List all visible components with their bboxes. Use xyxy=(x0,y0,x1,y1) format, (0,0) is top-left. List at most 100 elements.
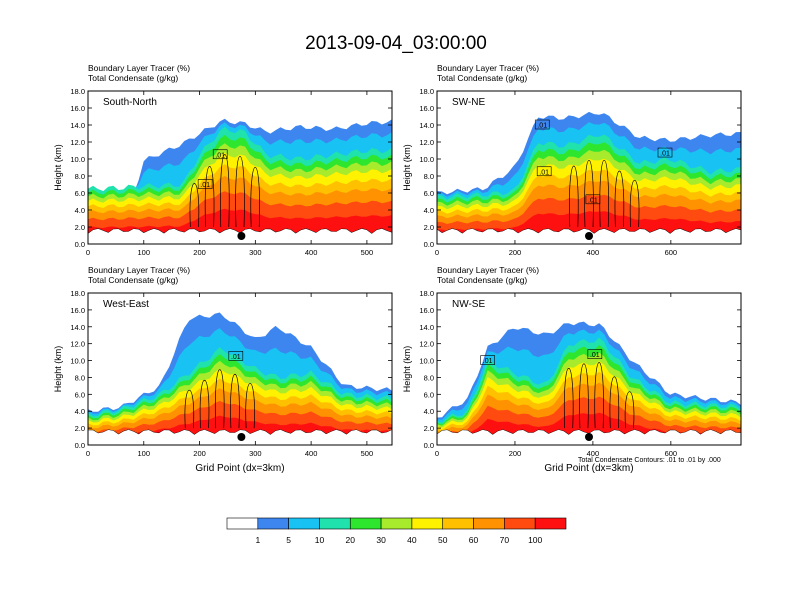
panel-header-south-north: Boundary Layer Tracer (%) Total Condensa… xyxy=(88,63,190,83)
y-tick-label: 18.0 xyxy=(70,289,85,298)
x-tick-label: 300 xyxy=(249,449,262,458)
colorbar-label: 20 xyxy=(345,535,355,545)
condensate-contour xyxy=(184,390,195,429)
location-marker xyxy=(237,433,246,441)
condensate-contour xyxy=(629,179,640,228)
y-tick-label: 10.0 xyxy=(419,357,434,366)
condensate-contour xyxy=(250,166,260,228)
chart-panel-south-north: .01 .01 0.0 2.0 4.0 6.0 8.0 10.0 12.0 14.0 16.0 18.… xyxy=(53,87,393,257)
condensate-contour xyxy=(204,166,215,228)
plot-frame xyxy=(87,292,393,446)
location-marker xyxy=(585,433,593,441)
y-tick-label: 14.0 xyxy=(70,121,85,130)
y-tick-label: 16.0 xyxy=(419,104,434,113)
x-tick-label: 400 xyxy=(587,449,600,458)
condensate-contour xyxy=(230,374,240,429)
contour-label-box xyxy=(534,119,550,130)
y-tick-label: 8.0 xyxy=(424,172,434,181)
y-tick-label: 0.0 xyxy=(424,441,434,450)
y-tick-label: 16.0 xyxy=(419,306,434,315)
colorbar-label: 5 xyxy=(286,535,291,545)
x-tick-label: 600 xyxy=(665,449,678,458)
colorbar-swatch xyxy=(411,517,444,530)
condensate-contour xyxy=(569,165,579,228)
tracer-field xyxy=(88,118,392,244)
y-tick-label: 0.0 xyxy=(424,240,434,249)
panel-header-west-east: Boundary Layer Tracer (%) Total Condensa… xyxy=(88,265,190,285)
colorbar-swatch xyxy=(473,517,505,530)
y-tick-label: 18.0 xyxy=(419,289,434,298)
y-tick-label: 4.0 xyxy=(75,407,85,416)
y-tick-label: 2.0 xyxy=(75,424,85,433)
x-tick-label: 400 xyxy=(305,449,318,458)
colorbar-swatch xyxy=(319,517,351,530)
condensate-contour xyxy=(563,367,574,429)
y-tick-label: 0.0 xyxy=(75,240,85,249)
condensate-contour xyxy=(579,363,589,429)
colorbar-swatch xyxy=(534,517,567,530)
colorbar-swatch xyxy=(442,517,474,530)
contour-label-box xyxy=(228,351,244,361)
contour-label: .01 xyxy=(231,354,241,361)
x-tick-label: 500 xyxy=(361,449,374,458)
y-tick-label: 2.0 xyxy=(424,424,434,433)
x-axis-label: Grid Point (dx=3km) xyxy=(195,463,284,474)
y-tick-label: 2.0 xyxy=(424,223,434,232)
colorbar-swatch xyxy=(288,517,320,530)
condensate-contour xyxy=(594,362,604,429)
contour-label: .01 xyxy=(215,152,225,159)
condensate-contour xyxy=(609,376,620,429)
panel-label: South-North xyxy=(103,97,157,108)
contour-label: .01 xyxy=(660,151,670,158)
contour-label: .01 xyxy=(588,197,598,204)
y-tick-label: 10.0 xyxy=(419,155,434,164)
chart-panel-west-east: .01 0.0 2.0 4.0 6.0 8.0 10.0 12.0 14.0 16.0 18.0 0 1… xyxy=(53,289,393,474)
plot-frame xyxy=(87,90,393,245)
colorbar-label: 50 xyxy=(437,535,448,545)
colorbar-swatch xyxy=(257,517,289,530)
y-tick-label: 12.0 xyxy=(70,138,85,147)
panel-header-line1: Boundary Layer Tracer (%) xyxy=(437,265,540,275)
y-tick-label: 0.0 xyxy=(75,441,85,450)
y-tick-label: 10.0 xyxy=(70,357,85,366)
colorbar-label: 10 xyxy=(314,535,325,545)
chart-panel-sw-ne: .01 .01 .01 .01 0.0 2.0 4.0 6.0 8.0 10.0 12.0 14.0 1… xyxy=(402,87,742,257)
colorbar-label: 60 xyxy=(468,535,479,545)
panel-header-line1: Boundary Layer Tracer (%) xyxy=(437,63,540,73)
y-tick-label: 4.0 xyxy=(424,407,434,416)
tracer-field xyxy=(437,111,741,244)
panel-label: West-East xyxy=(103,299,149,310)
y-tick-label: 6.0 xyxy=(424,189,434,198)
condensate-contour xyxy=(189,183,200,228)
y-tick-label: 10.0 xyxy=(70,155,85,164)
y-tick-label: 14.0 xyxy=(419,323,434,332)
contour-label: .01 xyxy=(537,123,547,130)
tracer-field xyxy=(88,312,392,445)
y-tick-label: 6.0 xyxy=(75,189,85,198)
colorbar-swatch xyxy=(226,517,259,530)
y-tick-label: 6.0 xyxy=(75,390,85,399)
panel-header-sw-ne: Boundary Layer Tracer (%) Total Condensa… xyxy=(437,63,539,83)
x-tick-label: 0 xyxy=(435,248,439,257)
location-marker xyxy=(237,232,246,240)
panel-label: NW-SE xyxy=(452,299,485,310)
colorbar-label: 100 xyxy=(528,535,543,545)
panel-header-line1: Boundary Layer Tracer (%) xyxy=(88,265,191,275)
contour-label: .01 xyxy=(539,169,549,176)
contour-label-box xyxy=(587,349,603,359)
y-axis-label: Height (km) xyxy=(402,144,412,191)
x-axis-label: Grid Point (dx=3km) xyxy=(544,463,633,474)
condensate-contour xyxy=(245,383,255,429)
y-tick-label: 16.0 xyxy=(70,306,85,315)
y-tick-label: 16.0 xyxy=(70,104,85,113)
y-tick-label: 14.0 xyxy=(70,323,85,332)
y-tick-label: 2.0 xyxy=(75,223,85,232)
y-tick-label: 12.0 xyxy=(419,340,434,349)
contour-label-box xyxy=(197,179,213,189)
plot-frame xyxy=(436,90,742,245)
y-axis-label: Height (km) xyxy=(53,144,63,191)
panel-label: SW-NE xyxy=(452,97,485,108)
y-tick-label: 18.0 xyxy=(419,87,434,96)
colorbar-label: 40 xyxy=(407,535,417,545)
condensate-contour xyxy=(584,159,594,228)
